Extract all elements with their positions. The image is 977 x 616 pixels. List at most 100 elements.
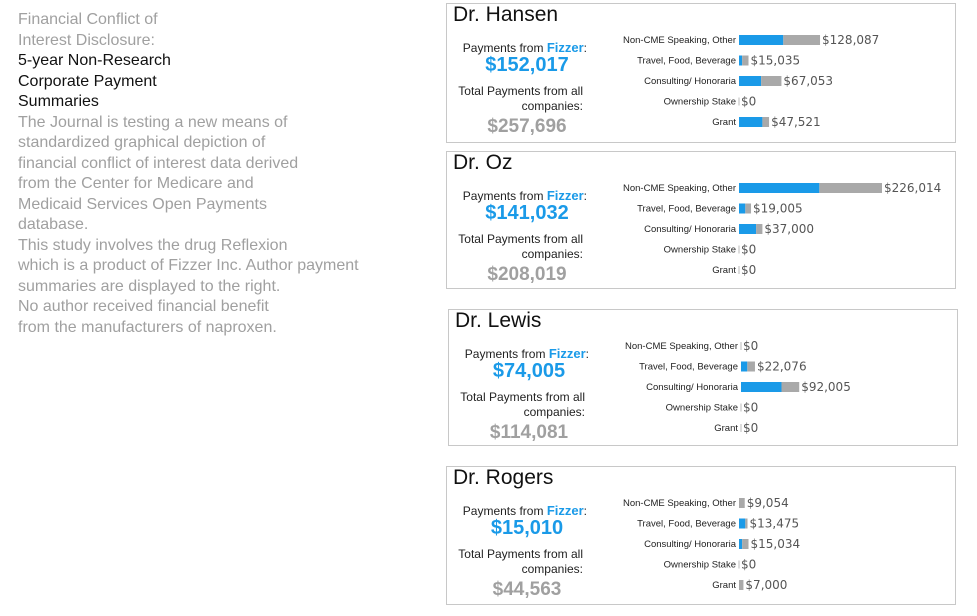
payments-from-text: Payments from xyxy=(462,504,547,518)
category-label: Consulting/ Honoraria xyxy=(644,539,737,550)
intro-paragraph-line: This study involves the drug Reflexion xyxy=(18,236,288,254)
category-label: Ownership Stake xyxy=(666,403,738,414)
value-label: $37,000 xyxy=(764,222,814,236)
other-companies-bar xyxy=(761,76,782,86)
other-companies-bar xyxy=(739,498,745,508)
total-label-line: Total Payments from all xyxy=(460,390,585,404)
colon: : xyxy=(585,347,589,361)
intro-paragraph-line: No author received financial benefit xyxy=(18,298,269,315)
total-label-line: Total Payments from all xyxy=(458,547,583,561)
fizzer-bar xyxy=(739,76,762,86)
category-label: Grant xyxy=(714,423,738,434)
company-name: Fizzer xyxy=(546,503,584,518)
fizzer-bar xyxy=(739,539,743,549)
payments-from-text: Payments from xyxy=(462,41,547,55)
intro-paragraph-line: standardized graphical depiction of xyxy=(18,134,266,151)
author-name: Dr. Oz xyxy=(453,151,513,174)
payments-from-label: Payments from Fizzer: xyxy=(449,346,589,361)
intro-paragraph-line: Medicaid Services Open Payments xyxy=(18,195,267,213)
payment-bar-chart: Non-CME Speaking, Other $128,087 Travel, F… xyxy=(623,33,879,129)
category-label: Ownership Stake xyxy=(664,245,736,256)
payments-from-label: Payments from Fizzer: xyxy=(447,40,587,55)
category-label: Non-CME Speaking, Other xyxy=(625,341,738,352)
fizzer-bar xyxy=(739,117,763,127)
payments-from-label: Payments from Fizzer: xyxy=(447,188,587,203)
category-label: Consulting/ Honoraria xyxy=(644,76,737,87)
fizzer-bar xyxy=(739,224,757,234)
total-payments-value: $257,696 xyxy=(487,116,567,137)
category-label: Consulting/ Honoraria xyxy=(644,224,737,235)
value-label: $19,005 xyxy=(753,202,803,216)
intro-line: Financial Conflict of xyxy=(18,11,158,28)
fizzer-bar xyxy=(739,518,746,529)
value-label: $0 xyxy=(741,263,756,277)
total-payments-label: Total Payments from all companies: xyxy=(449,390,585,420)
other-companies-bar xyxy=(819,183,882,193)
category-label: Grant xyxy=(712,117,736,128)
other-companies-bar xyxy=(742,539,749,549)
intro-heading-line: Corporate Payment xyxy=(18,72,157,90)
total-label-line: Total Payments from all xyxy=(458,84,583,98)
intro-paragraph-line: financial conflict of interest data deri… xyxy=(18,154,299,172)
colon: : xyxy=(583,504,587,518)
author-card: Dr. Hansen Payments from Fizzer: $152,017 T… xyxy=(446,3,956,143)
value-label: $22,076 xyxy=(757,360,807,374)
company-name: Fizzer xyxy=(546,40,584,55)
intro-paragraph-line: from the Center for Medicare and xyxy=(18,175,254,192)
value-label: $15,035 xyxy=(751,54,801,68)
author-card: Dr. Rogers Payments from Fizzer: $15,010 To… xyxy=(446,466,956,605)
value-label: $128,087 xyxy=(822,33,879,47)
fizzer-bar xyxy=(739,203,746,214)
total-payments-label: Total Payments from all companies: xyxy=(447,232,583,262)
company-name: Fizzer xyxy=(548,346,586,361)
total-payments-value: $114,081 xyxy=(489,422,569,443)
value-label: $15,034 xyxy=(751,537,801,551)
other-companies-bar xyxy=(781,382,800,392)
intro-text: Financial Conflict of Interest Disclosur… xyxy=(18,10,398,338)
fizzer-payment-total: $152,017 xyxy=(485,54,569,76)
fizzer-bar xyxy=(741,382,782,392)
total-label-line: Total Payments from all xyxy=(458,232,583,246)
value-label: $7,000 xyxy=(745,578,787,592)
value-label: $67,053 xyxy=(783,74,833,88)
category-label: Ownership Stake xyxy=(664,97,736,108)
value-label: $9,054 xyxy=(747,496,789,510)
intro-heading-line: Summaries xyxy=(18,93,99,110)
total-payments-label: Total Payments from all companies: xyxy=(447,547,583,577)
payments-from-label: Payments from Fizzer: xyxy=(447,503,587,518)
fizzer-bar xyxy=(739,183,820,193)
intro-paragraph-line: from the manufacturers of naproxen. xyxy=(18,318,277,336)
fizzer-bar xyxy=(741,361,748,372)
intro-heading-line: 5-year Non-Research xyxy=(18,52,171,69)
value-label: $92,005 xyxy=(801,380,851,394)
value-label: $0 xyxy=(741,558,756,572)
category-label: Non-CME Speaking, Other xyxy=(623,498,736,509)
category-label: Travel, Food, Beverage xyxy=(637,56,736,67)
other-companies-bar xyxy=(747,361,755,372)
author-name: Dr. Hansen xyxy=(453,3,559,26)
fizzer-bar xyxy=(739,55,743,66)
author-name: Dr. Lewis xyxy=(455,309,542,332)
value-label: $0 xyxy=(743,339,758,353)
other-companies-bar xyxy=(783,35,821,45)
value-label: $47,521 xyxy=(771,115,821,129)
author-card: Dr. Oz Payments from Fizzer: $141,032 Total… xyxy=(446,151,956,289)
value-label: $226,014 xyxy=(884,181,941,195)
other-companies-bar xyxy=(745,518,748,529)
category-label: Travel, Food, Beverage xyxy=(637,519,736,530)
category-label: Ownership Stake xyxy=(664,560,736,571)
total-payments-value: $44,563 xyxy=(492,579,562,600)
other-companies-bar xyxy=(745,203,752,214)
other-companies-bar xyxy=(739,580,744,590)
intro-paragraph-line: summaries are displayed to the right. xyxy=(18,277,281,295)
intro-paragraph-line: The Journal is testing a new means of xyxy=(18,113,288,131)
total-label-line: companies: xyxy=(523,405,585,419)
author-card: Dr. Lewis Payments from Fizzer: $74,005 Tot… xyxy=(448,309,958,446)
fizzer-payment-total: $74,005 xyxy=(492,360,566,382)
total-payments-label: Total Payments from all companies: xyxy=(447,84,583,114)
total-label-line: companies: xyxy=(521,99,583,113)
other-companies-bar xyxy=(742,55,749,66)
total-label-line: companies: xyxy=(521,562,583,576)
category-label: Consulting/ Honoraria xyxy=(646,382,739,393)
intro-paragraph-line: which is a product of Fizzer Inc. Author… xyxy=(18,257,359,274)
